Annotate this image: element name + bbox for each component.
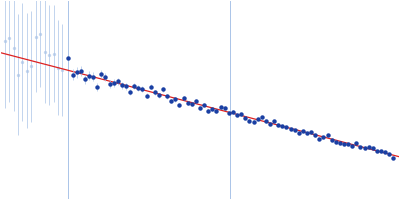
Point	[366, 145, 372, 148]
Point	[172, 98, 178, 101]
Point	[24, 69, 30, 72]
Point	[55, 66, 61, 70]
Point	[69, 73, 76, 76]
Point	[357, 145, 364, 149]
Point	[267, 122, 273, 125]
Point	[148, 85, 154, 88]
Point	[42, 50, 48, 53]
Point	[390, 156, 396, 159]
Point	[168, 99, 174, 103]
Point	[246, 119, 252, 122]
Point	[28, 65, 34, 68]
Point	[296, 131, 302, 134]
Point	[82, 78, 88, 81]
Point	[341, 142, 347, 145]
Point	[374, 150, 380, 153]
Point	[332, 140, 339, 143]
Point	[386, 153, 392, 156]
Point	[238, 113, 244, 116]
Point	[152, 91, 158, 94]
Point	[209, 108, 216, 111]
Point	[160, 88, 166, 91]
Point	[189, 103, 195, 106]
Point	[254, 117, 261, 121]
Point	[308, 130, 314, 133]
Point	[119, 84, 125, 87]
Point	[94, 85, 100, 88]
Point	[131, 84, 138, 87]
Point	[271, 119, 277, 122]
Point	[184, 101, 191, 104]
Point	[234, 113, 240, 116]
Point	[263, 120, 269, 123]
Point	[106, 82, 113, 86]
Point	[98, 72, 104, 76]
Point	[382, 150, 388, 154]
Point	[59, 69, 66, 72]
Point	[176, 103, 183, 107]
Point	[370, 146, 376, 149]
Point	[86, 74, 92, 77]
Point	[300, 129, 306, 132]
Point	[10, 47, 17, 50]
Point	[19, 61, 26, 64]
Point	[110, 81, 117, 85]
Point	[353, 142, 360, 145]
Point	[242, 116, 248, 120]
Point	[156, 94, 162, 97]
Point	[230, 110, 236, 113]
Point	[164, 95, 170, 98]
Point	[292, 128, 298, 132]
Point	[123, 85, 129, 88]
Point	[139, 87, 146, 90]
Point	[279, 124, 286, 128]
Point	[78, 70, 84, 73]
Point	[258, 115, 265, 119]
Point	[90, 75, 96, 78]
Point	[115, 80, 121, 83]
Point	[312, 134, 318, 137]
Point	[37, 33, 44, 36]
Point	[127, 90, 133, 93]
Point	[283, 125, 290, 128]
Point	[2, 40, 8, 43]
Point	[345, 142, 351, 145]
Point	[287, 127, 294, 130]
Point	[337, 141, 343, 145]
Point	[205, 110, 212, 113]
Point	[275, 123, 281, 126]
Point	[222, 106, 228, 109]
Point	[218, 106, 224, 109]
Point	[65, 57, 72, 60]
Point	[324, 134, 331, 137]
Point	[197, 107, 203, 110]
Point	[316, 137, 322, 140]
Point	[6, 36, 12, 40]
Point	[102, 76, 109, 79]
Point	[201, 103, 207, 106]
Point	[304, 131, 310, 134]
Point	[320, 135, 327, 139]
Point	[74, 71, 80, 74]
Point	[349, 145, 356, 148]
Point	[328, 138, 335, 141]
Point	[46, 53, 52, 57]
Point	[180, 96, 187, 100]
Point	[15, 73, 21, 76]
Point	[50, 52, 57, 55]
Point	[226, 111, 232, 114]
Point	[193, 100, 199, 103]
Point	[143, 94, 150, 97]
Point	[361, 146, 368, 149]
Point	[33, 36, 39, 39]
Point	[378, 150, 384, 153]
Point	[213, 110, 220, 113]
Point	[135, 87, 142, 90]
Point	[250, 120, 257, 123]
